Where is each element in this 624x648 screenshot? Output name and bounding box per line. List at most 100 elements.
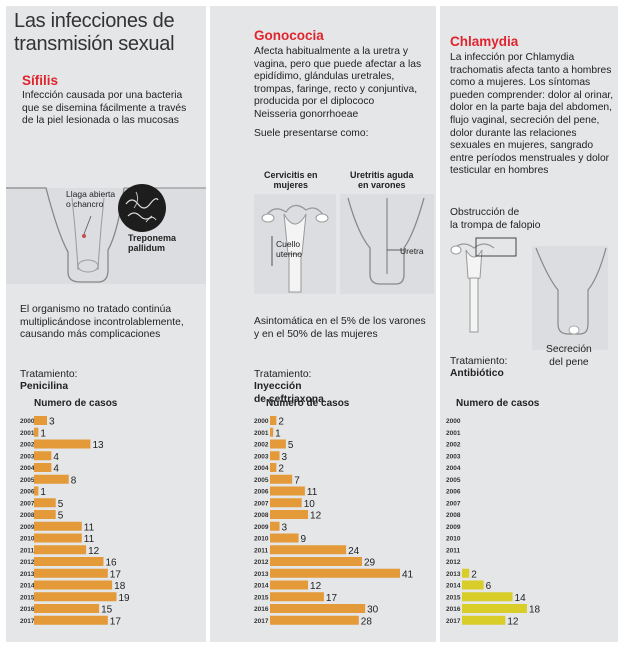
cervicitis-label: Cervicitis en mujeres <box>264 170 318 190</box>
gonorrhea-asymptomatic: Asintomática en el 5% de los varones y e… <box>254 316 426 340</box>
chlamydia-illustration <box>450 234 610 352</box>
year-tick-label: 2013 <box>446 571 461 578</box>
bar-value-label: 5 <box>288 440 294 451</box>
year-tick-label: 2000 <box>20 418 35 425</box>
bar-value-label: 9 <box>301 534 307 545</box>
year-tick-label: 2011 <box>254 547 268 554</box>
bar <box>270 451 280 461</box>
urethritis-label: Uretritis aguda en varones <box>350 170 414 190</box>
chlamydia-treatment-label: Tratamiento: <box>450 356 508 367</box>
bar-value-label: 6 <box>486 581 492 592</box>
bar <box>270 604 366 613</box>
year-tick-label: 2015 <box>254 594 269 601</box>
year-tick-label: 2011 <box>20 547 34 554</box>
bar-value-label: 12 <box>310 511 322 522</box>
gonorrhea-treatment: Tratamiento: Inyección de ceftriaxona <box>254 368 324 405</box>
syphilis-title: Sífilis <box>22 73 59 88</box>
year-tick-label: 2001 <box>446 430 461 437</box>
bar <box>34 427 39 437</box>
bar-value-label: 17 <box>110 569 122 580</box>
bar <box>270 521 280 531</box>
bar <box>34 498 56 508</box>
syphilis-cases-title: Numero de casos <box>34 398 118 409</box>
bar-value-label: 28 <box>361 616 373 627</box>
year-tick-label: 2011 <box>446 547 460 554</box>
year-tick-label: 2004 <box>20 465 35 472</box>
bar <box>34 510 56 519</box>
bar <box>34 557 104 566</box>
bar-value-label: 2 <box>471 569 477 580</box>
year-tick-label: 2017 <box>446 618 461 625</box>
bar-value-label: 2 <box>278 417 284 428</box>
bar <box>34 416 48 425</box>
bar <box>34 592 117 602</box>
bar-value-label: 3 <box>49 417 55 428</box>
bar-value-label: 15 <box>101 605 113 616</box>
gonorrhea-chart: 2000 2 2001 1 2002 5 2003 3 2004 2 2005 7 2006 11 2007… <box>254 416 414 627</box>
year-tick-label: 2009 <box>20 524 35 531</box>
year-tick-label: 2003 <box>446 453 461 460</box>
syphilis-progression: El organismo no tratado continúa multipl… <box>20 304 184 341</box>
bar <box>270 568 400 578</box>
bar-value-label: 29 <box>364 558 376 569</box>
bar <box>462 604 527 613</box>
bar-value-label: 1 <box>40 487 46 498</box>
bar-value-label: 11 <box>307 487 318 498</box>
year-tick-label: 2013 <box>20 571 35 578</box>
bar <box>270 545 347 555</box>
year-tick-label: 2014 <box>254 583 269 590</box>
bar <box>270 580 309 590</box>
bar <box>34 615 108 625</box>
year-tick-label: 2013 <box>254 571 269 578</box>
chancre-label: Llaga abierta o chancro <box>66 189 116 209</box>
syphilis-intro: Infección causada por una bacteria que s… <box>22 90 187 127</box>
bar <box>270 615 359 625</box>
bar <box>34 545 87 555</box>
bar <box>34 474 69 484</box>
bar <box>34 604 100 613</box>
bar-value-label: 12 <box>310 581 322 592</box>
bar-value-label: 18 <box>529 605 541 616</box>
page-title: Las infecciones de transmisión sexual <box>14 10 175 55</box>
syphilis-treatment: Tratamiento: Penicilina <box>20 368 78 393</box>
year-tick-label: 2010 <box>254 536 269 543</box>
bar <box>270 486 305 496</box>
bar-value-label: 5 <box>58 511 64 522</box>
year-tick-label: 2006 <box>446 489 461 496</box>
bar <box>462 592 513 602</box>
bar-value-label: 3 <box>282 452 288 463</box>
year-tick-label: 2008 <box>254 512 269 519</box>
bar <box>270 463 277 472</box>
bar-value-label: 7 <box>294 475 300 486</box>
year-tick-label: 2009 <box>446 524 461 531</box>
year-tick-label: 2017 <box>254 618 269 625</box>
obstruction-label: Obstrucción de la trompa de falopio <box>450 207 541 231</box>
bar-value-label: 1 <box>275 428 281 439</box>
year-tick-label: 2004 <box>254 465 269 472</box>
bar-value-label: 24 <box>348 546 360 557</box>
chlamydia-intro: La infección por Chlamydia trachomatis a… <box>450 52 614 177</box>
year-tick-label: 2002 <box>20 442 35 449</box>
bar <box>34 486 39 496</box>
year-tick-label: 2016 <box>446 606 461 613</box>
year-tick-label: 2016 <box>20 606 35 613</box>
bar <box>34 580 113 590</box>
bar <box>270 474 293 484</box>
year-tick-label: 2005 <box>446 477 461 484</box>
secretion-label: Secreción del pene <box>546 344 592 368</box>
bar <box>462 580 484 590</box>
year-tick-label: 2006 <box>20 489 35 496</box>
gonorrhea-cases-title: Numero de casos <box>266 398 350 409</box>
bar-value-label: 19 <box>118 593 130 604</box>
year-tick-label: 2012 <box>446 559 461 566</box>
year-tick-label: 2016 <box>254 606 269 613</box>
gonorrhea-panel: Gonococia Afecta habitualmente a la uret… <box>210 6 436 642</box>
bar-value-label: 12 <box>507 616 519 627</box>
year-tick-label: 2002 <box>446 442 461 449</box>
year-tick-label: 2000 <box>446 418 461 425</box>
bar-value-label: 30 <box>367 605 379 616</box>
chlamydia-chart: 2000 2001 2002 2003 2004 2005 2006 2007 2008 2009… <box>446 418 541 627</box>
bar-value-label: 13 <box>92 440 104 451</box>
cervix-label: Cuello uterino <box>276 239 302 259</box>
bar-value-label: 4 <box>53 464 59 475</box>
